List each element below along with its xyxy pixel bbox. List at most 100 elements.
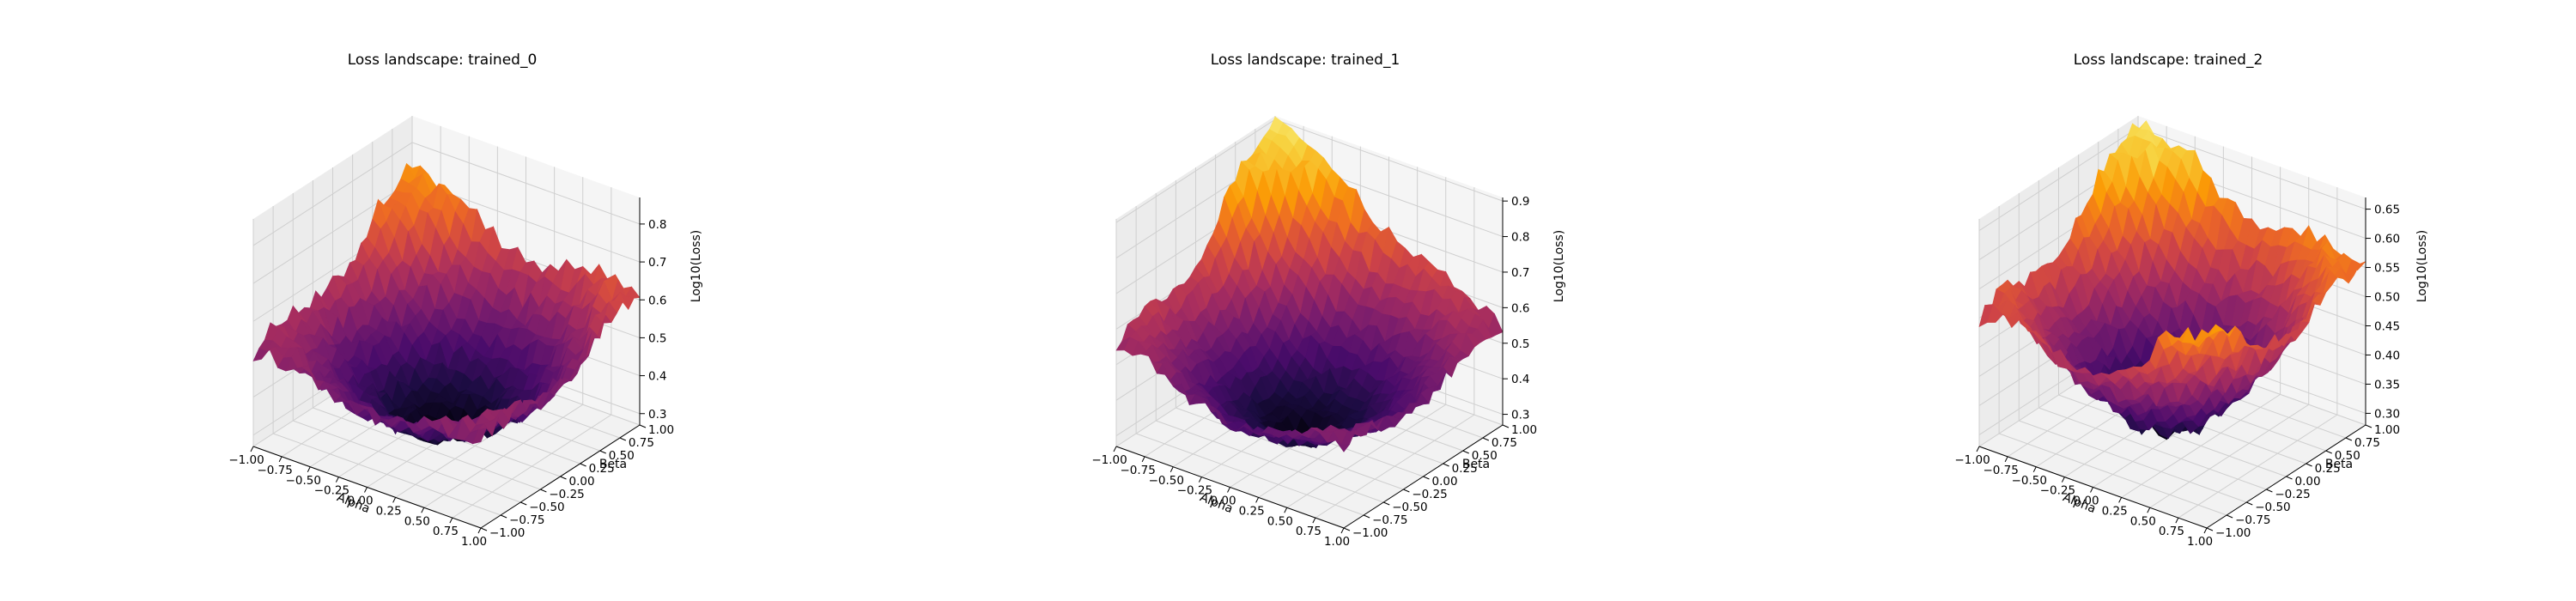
- x-tick-label: −0.75: [257, 464, 292, 477]
- y-tick-mark: [1343, 527, 1351, 531]
- y-tick-label: 0.25: [589, 462, 615, 476]
- y-axis-label: Beta: [2325, 458, 2353, 471]
- y-tick-mark: [2246, 501, 2253, 506]
- z-tick-label: 0.6: [1511, 301, 1529, 315]
- y-tick-mark: [540, 489, 547, 493]
- y-tick-label: −0.50: [2255, 501, 2290, 514]
- x-tick-mark: [250, 446, 254, 452]
- chart-title: Loss landscape: trained_0: [348, 52, 538, 69]
- y-tick-label: −0.25: [2275, 488, 2310, 501]
- y-tick-mark: [580, 463, 586, 467]
- x-tick-label: 1.00: [1324, 535, 1350, 549]
- y-tick-label: 0.25: [2315, 462, 2341, 476]
- gridline: [252, 142, 641, 246]
- x-tick-label: 0.00: [2073, 495, 2099, 508]
- y-tick-mark: [2345, 437, 2353, 441]
- x-tick-mark: [1312, 517, 1316, 524]
- x-tick-mark: [449, 517, 453, 524]
- surface-facet: [1335, 440, 1351, 452]
- x-tick-label: 0.75: [1296, 525, 1321, 538]
- y-tick-mark: [1443, 463, 1449, 467]
- x-tick-mark: [2147, 507, 2151, 513]
- z-tick-label: 0.50: [2374, 291, 2400, 305]
- x-tick-mark: [2203, 527, 2208, 534]
- y-tick-mark: [2206, 527, 2214, 531]
- y-axis-label: Beta: [1462, 458, 1490, 471]
- z-tick-label: 0.30: [2374, 407, 2400, 421]
- z-tick-label: 0.8: [1511, 231, 1529, 245]
- y-tick-label: −0.25: [1412, 488, 1447, 501]
- y-tick-mark: [619, 437, 627, 441]
- chart-title: Loss landscape: trained_1: [1211, 52, 1400, 69]
- surface-facet: [2198, 333, 2213, 348]
- x-tick-mark: [1113, 446, 1117, 452]
- y-tick-mark: [2266, 489, 2273, 493]
- x-tick-label: −1.00: [228, 453, 264, 467]
- x-tick-label: 0.25: [376, 504, 402, 518]
- y-tick-mark: [1502, 424, 1510, 428]
- y-tick-mark: [1482, 437, 1490, 441]
- x-tick-label: −0.50: [1149, 474, 1184, 488]
- surface-facet: [472, 428, 488, 445]
- x-tick-label: 0.25: [2102, 504, 2128, 518]
- y-tick-labels: −1.00−0.75−0.50−0.250.000.250.500.751.00: [1343, 423, 1537, 540]
- z-tick-label: 0.4: [648, 370, 666, 384]
- z-tick-label: 0.9: [1511, 195, 1529, 209]
- x-tick-label: 0.00: [347, 495, 373, 508]
- x-tick-label: −0.50: [286, 474, 321, 488]
- x-tick-mark: [2032, 466, 2037, 472]
- y-tick-label: −0.50: [1392, 501, 1427, 514]
- y-tick-label: −1.00: [2215, 526, 2251, 540]
- y-tick-label: −1.00: [489, 526, 525, 540]
- z-axis-label: Log10(Loss): [2415, 230, 2429, 302]
- y-tick-label: −0.75: [1372, 513, 1407, 527]
- z-tick-label: 0.65: [2374, 203, 2400, 217]
- z-tick-label: 0.7: [648, 256, 666, 270]
- z-axis-label: Log10(Loss): [1552, 230, 1566, 302]
- gridline: [2149, 404, 2310, 508]
- x-tick-mark: [2090, 487, 2093, 493]
- gridline: [2058, 394, 2287, 477]
- subplot-0: Loss landscape: trained_0 Alpha Beta Log…: [228, 52, 703, 549]
- x-tick-labels: −1.00−0.75−0.50−0.250.000.250.500.751.00: [228, 446, 487, 549]
- z-tick-label: 0.4: [1511, 373, 1529, 386]
- x-tick-mark: [392, 497, 397, 503]
- z-tick-label: 0.6: [648, 294, 666, 307]
- y-tick-mark: [1423, 476, 1430, 480]
- z-tick-label: 0.35: [2374, 378, 2400, 392]
- y-tick-mark: [599, 450, 606, 454]
- z-axis-label: Log10(Loss): [690, 230, 703, 302]
- z-tick-label: 0.3: [1511, 409, 1529, 422]
- x-tick-label: −1.00: [1954, 453, 1990, 467]
- subplot-2: Loss landscape: trained_2 Alpha Beta Log…: [1954, 52, 2429, 549]
- gridline: [2121, 393, 2281, 498]
- x-tick-label: −1.00: [1091, 453, 1127, 467]
- x-tick-mark: [2118, 497, 2123, 503]
- y-tick-label: 0.00: [569, 475, 595, 489]
- x-tick-mark: [1976, 446, 1980, 452]
- y-tick-label: 0.25: [1452, 462, 1478, 476]
- x-tick-label: −0.25: [1177, 484, 1212, 498]
- gridline: [1286, 404, 1447, 508]
- y-tick-label: 0.50: [1472, 449, 1498, 463]
- subplot-1: Loss landscape: trained_1 Alpha Beta Log…: [1091, 52, 1566, 549]
- y-tick-mark: [639, 424, 647, 428]
- z-tick-label: 0.55: [2374, 262, 2400, 276]
- y-tick-label: −0.50: [529, 501, 564, 514]
- y-tick-label: −1.00: [1352, 526, 1388, 540]
- x-tick-label: −0.50: [2012, 474, 2047, 488]
- y-tick-mark: [2226, 514, 2233, 519]
- z-tick-label: 0.7: [1511, 266, 1529, 280]
- x-tick-label: 0.75: [2159, 525, 2184, 538]
- x-tick-label: −0.25: [2040, 484, 2075, 498]
- x-tick-label: 0.50: [2130, 514, 2156, 528]
- x-tick-mark: [1284, 507, 1288, 513]
- y-tick-mark: [2306, 463, 2312, 467]
- y-tick-label: −0.25: [549, 488, 584, 501]
- z-tick-label: 0.8: [648, 218, 666, 232]
- x-tick-mark: [278, 456, 283, 463]
- chart-title: Loss landscape: trained_2: [2074, 52, 2263, 69]
- y-tick-mark: [1383, 501, 1390, 506]
- z-tick-label: 0.60: [2374, 233, 2400, 246]
